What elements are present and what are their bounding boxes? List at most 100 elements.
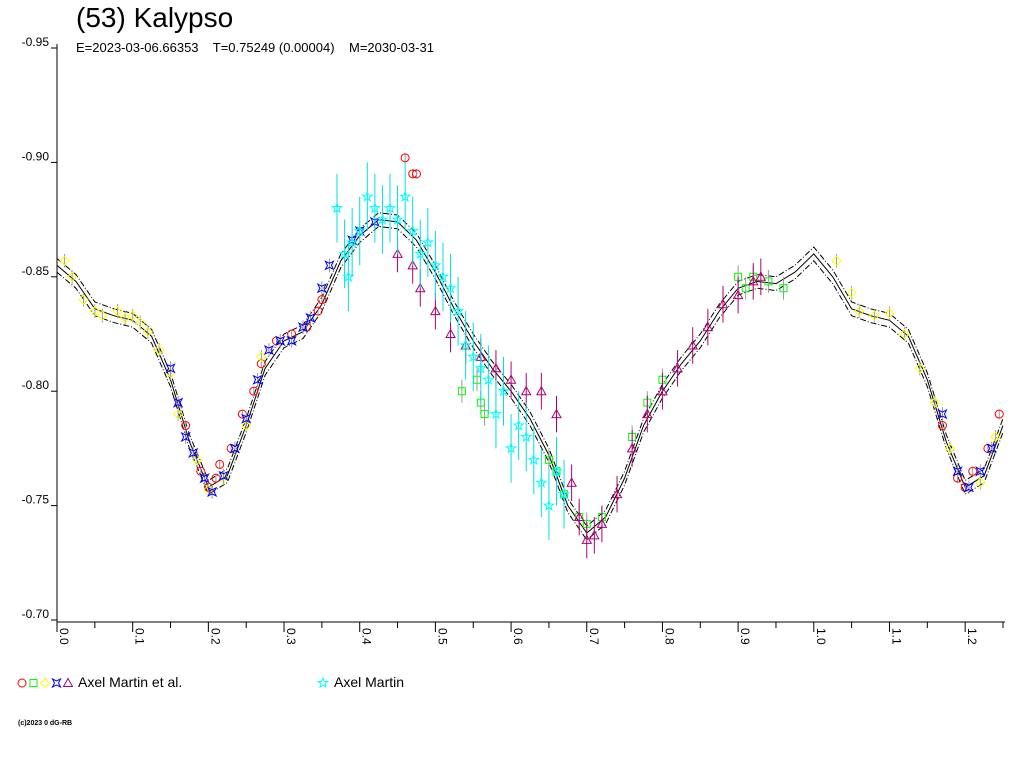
data-point (180, 431, 191, 443)
data-point (831, 255, 842, 266)
data-point (869, 310, 880, 321)
data-point (732, 289, 744, 300)
data-point (199, 473, 210, 484)
period-text: T=0.75249 (0.00004) (212, 40, 335, 55)
data-point (97, 310, 108, 321)
data-point (316, 283, 327, 294)
x-tick-label: 0.9 (738, 628, 752, 645)
data-point (764, 277, 773, 286)
data-point (846, 287, 857, 299)
data-point (489, 407, 503, 420)
data-point (297, 322, 309, 333)
copyright-text: (c)2023 0 dG-RB (18, 720, 73, 727)
legend-marker-triangle (62, 677, 74, 687)
data-point (368, 201, 382, 214)
data-point (207, 486, 218, 497)
legend-marker-diamond (39, 677, 51, 689)
data-point (119, 312, 131, 324)
data-point (406, 224, 419, 237)
x-tick-label: 0.0 (57, 628, 71, 645)
data-point (407, 259, 419, 270)
data-point (361, 190, 374, 202)
data-point (899, 328, 910, 340)
data-point (59, 255, 70, 266)
data-point (89, 305, 101, 317)
data-point (702, 321, 714, 332)
legend (17, 676, 330, 689)
data-point (611, 488, 623, 499)
data-point (444, 281, 457, 294)
data-point (398, 190, 412, 202)
data-point (535, 476, 548, 488)
data-point (172, 408, 184, 420)
model-curve (56, 219, 1004, 534)
data-point (975, 466, 986, 477)
data-point (241, 413, 252, 424)
data-point (324, 260, 335, 271)
data-point (172, 397, 184, 408)
data-point (937, 421, 947, 431)
data-point (429, 258, 442, 271)
y-tick-label: -0.95 (22, 35, 50, 49)
legend-marker-square (29, 679, 38, 687)
x-tick-label: 0.3 (284, 628, 298, 645)
data-point (127, 310, 138, 321)
data-point (986, 443, 997, 454)
data-point (557, 487, 571, 500)
data-point (990, 431, 1001, 443)
data-point (430, 305, 441, 316)
data-point (550, 464, 563, 477)
data-point (566, 477, 577, 487)
data-point (376, 213, 389, 225)
data-point (937, 408, 948, 420)
data-point (345, 235, 359, 248)
data-point (779, 284, 788, 293)
data-point (535, 385, 547, 396)
data-point (581, 534, 593, 544)
data-point (400, 153, 410, 163)
x-tick-label: 1.0 (814, 628, 828, 645)
y-tick-label: -0.75 (22, 493, 50, 507)
data-point (135, 317, 146, 328)
data-point (249, 386, 259, 396)
data-point (687, 339, 699, 350)
data-point (474, 361, 488, 374)
data-point (672, 362, 683, 373)
data-point (188, 447, 199, 459)
model-lower-envelope (56, 212, 1004, 527)
data-point (490, 362, 502, 373)
data-point (353, 224, 366, 237)
data-point (573, 511, 585, 522)
data-point (968, 466, 978, 476)
data-point (317, 295, 327, 305)
data-point (66, 271, 78, 283)
data-point (884, 308, 895, 319)
data-point (657, 385, 668, 396)
data-point (504, 441, 518, 454)
data-point (459, 338, 472, 351)
data-point (994, 409, 1004, 419)
data-point (741, 284, 750, 293)
data-point (588, 529, 600, 540)
series-blue-star (165, 215, 997, 499)
data-point (256, 351, 267, 363)
y-tick-label: -0.80 (22, 378, 50, 392)
x-tick-label: 0.2 (208, 628, 222, 645)
data-point (181, 421, 191, 431)
x-tick-label: 0.6 (511, 628, 525, 645)
data-point (952, 466, 963, 477)
x-tick-label: 0.5 (435, 628, 449, 645)
x-tick-label: 1.2 (965, 628, 979, 645)
legend-marker-xstar (51, 677, 62, 689)
series-purple-triangle (392, 235, 767, 559)
data-point (330, 201, 344, 214)
data-point (512, 418, 525, 431)
data-point (717, 298, 729, 309)
data-point (854, 305, 865, 317)
legend-marker-circle (17, 678, 27, 688)
legend-marker-star (316, 676, 330, 689)
data-point (914, 363, 925, 374)
data-point (369, 216, 380, 228)
data-point (542, 499, 556, 511)
